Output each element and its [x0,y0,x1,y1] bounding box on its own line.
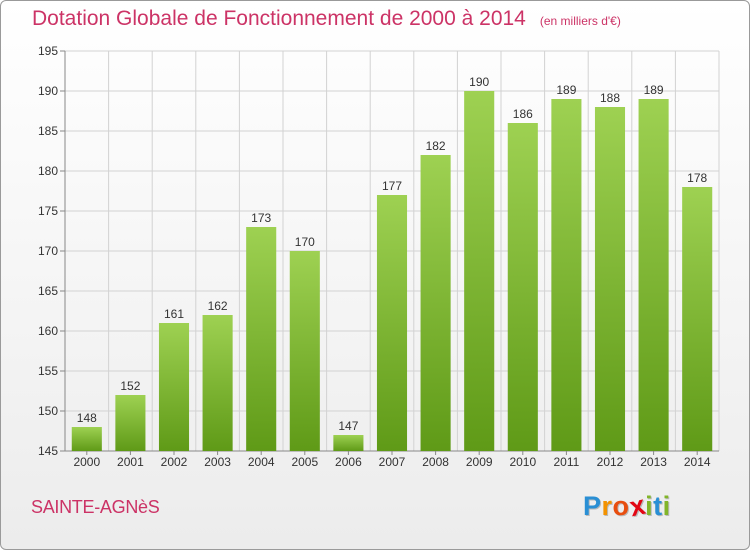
data-label: 147 [338,419,358,433]
commune-name: SAINTE-AGNèS [31,497,160,517]
data-label: 182 [426,139,446,153]
y-tick-labels: 145 150 155 160 165 170 175 180 185 190 195 [38,44,58,458]
data-label: 188 [600,91,620,105]
bar [333,435,364,451]
x-tick-label: 2001 [117,455,144,469]
x-tick-label: 2002 [161,455,188,469]
bar [551,99,582,451]
x-tick-label: 2010 [509,455,536,469]
x-tick-label: 2013 [640,455,667,469]
x-tick-label: 2005 [291,455,318,469]
chart-title: Dotation Globale de Fonctionnement de 20… [32,7,526,30]
data-label: 152 [120,379,140,393]
x-tick-label: 2012 [597,455,624,469]
y-tick-label: 150 [38,404,58,418]
chart-subtitle: (en milliers d'€) [539,14,621,28]
bar [594,107,626,451]
logo-letter: i [662,491,671,521]
data-label: 170 [295,235,315,249]
logo-letter: t [653,491,663,521]
bar [507,123,538,451]
bar [376,195,408,451]
y-tick-label: 180 [38,164,58,178]
data-label: 186 [513,107,533,121]
x-tick-label: 2008 [422,455,449,469]
data-label: 177 [382,179,402,193]
logo-letter: i [645,491,654,521]
y-tick-label: 190 [38,84,58,98]
y-tick-label: 185 [38,124,58,138]
y-tick-label: 170 [38,244,58,258]
bar [682,187,713,451]
y-tick-label: 145 [38,444,58,458]
x-tick-label: 2003 [204,455,231,469]
proxiti-logo: Proxiti [583,490,671,523]
bar [420,155,451,451]
x-tick-label: 2006 [335,455,362,469]
data-label: 178 [687,171,707,185]
data-label: 173 [251,211,271,225]
bar [71,427,102,451]
data-labels: 148 152 161 162 173 170 147 177 182 190 186 189 188 1… [77,75,708,433]
y-tick-label: 155 [38,364,58,378]
x-tick-label: 2011 [553,455,579,469]
logo-letter: P [583,491,602,521]
chart-title-block: Dotation Globale de Fonctionnement de 20… [32,7,621,31]
bar [289,251,320,451]
y-tick-label: 165 [38,284,58,298]
x-tick-labels: 2000 2001 2002 2003 2004 2005 2006 2007 2008 2009… [73,455,710,469]
x-tick-label: 2014 [684,455,711,469]
bar [246,227,277,451]
x-tick-label: 2009 [466,455,493,469]
y-tick-label: 175 [38,204,58,218]
bar [638,99,669,451]
bars [71,91,713,451]
data-label: 189 [644,83,664,97]
bar [115,395,146,451]
logo-letter: o [612,491,630,521]
data-label: 148 [77,411,97,425]
data-label: 190 [469,75,489,89]
data-label: 161 [164,307,184,321]
logo-letter: r [601,491,613,521]
x-tick-label: 2007 [379,455,406,469]
data-label: 189 [556,83,576,97]
y-tick-label: 160 [38,324,58,338]
bar [158,323,190,451]
y-tick-label: 195 [38,44,58,58]
data-label: 162 [208,299,228,313]
x-tick-label: 2000 [73,455,100,469]
bar [202,315,233,451]
x-tick-label: 2004 [248,455,275,469]
bar [464,91,495,451]
